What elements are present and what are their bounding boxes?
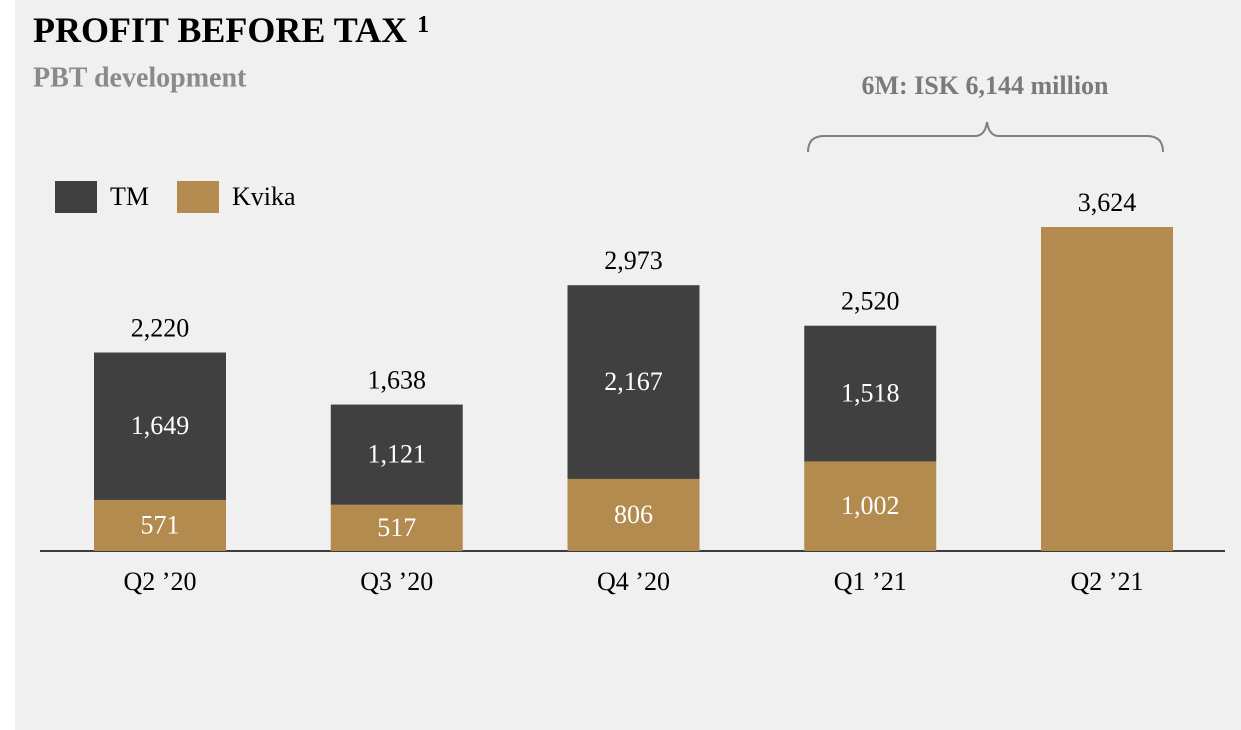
segment-label: 1,121 bbox=[368, 440, 427, 469]
chart-subtitle: PBT development bbox=[33, 62, 247, 93]
x-tick-label: Q4 ’20 bbox=[597, 567, 670, 596]
segment-label: 517 bbox=[377, 513, 416, 542]
title-text: PROFIT BEFORE TAX bbox=[33, 10, 407, 50]
x-tick-label: Q2 ’21 bbox=[1071, 567, 1144, 596]
total-label: 2,973 bbox=[604, 246, 663, 275]
bar-segment bbox=[94, 352, 226, 500]
segment-label: 1,518 bbox=[841, 379, 900, 408]
x-tick-label: Q3 ’20 bbox=[360, 567, 433, 596]
bar-segment bbox=[330, 404, 463, 505]
segment-label: 2,167 bbox=[604, 367, 663, 396]
segment-label: 1,649 bbox=[131, 411, 190, 440]
total-label: 3,624 bbox=[1078, 188, 1137, 217]
bar-segment bbox=[567, 285, 700, 479]
x-tick-label: Q1 ’21 bbox=[834, 567, 907, 596]
bar-segment bbox=[1041, 227, 1173, 551]
title-note: 1 bbox=[417, 12, 429, 38]
total-label: 2,520 bbox=[841, 287, 900, 316]
segment-label: 1,002 bbox=[841, 491, 900, 520]
segment-label: 571 bbox=[141, 510, 180, 539]
bar-segment bbox=[94, 499, 226, 551]
x-tick-label: Q2 ’20 bbox=[124, 567, 197, 596]
total-label: 1,638 bbox=[368, 366, 427, 395]
legend-swatch bbox=[55, 181, 97, 213]
bar-segment bbox=[567, 478, 700, 551]
total-label: 2,220 bbox=[131, 313, 190, 342]
bar-segment bbox=[804, 461, 937, 551]
legend-label: TM bbox=[110, 182, 149, 211]
annotation: 6M: ISK 6,144 million bbox=[861, 71, 1109, 100]
chart-title: PROFIT BEFORE TAX 1 bbox=[33, 10, 429, 50]
bar-segment bbox=[804, 325, 937, 462]
brace bbox=[807, 121, 1164, 153]
legend-label: Kvika bbox=[232, 182, 296, 211]
segment-label: 806 bbox=[614, 500, 653, 529]
bar-segment bbox=[330, 504, 463, 551]
legend-swatch bbox=[177, 181, 219, 213]
